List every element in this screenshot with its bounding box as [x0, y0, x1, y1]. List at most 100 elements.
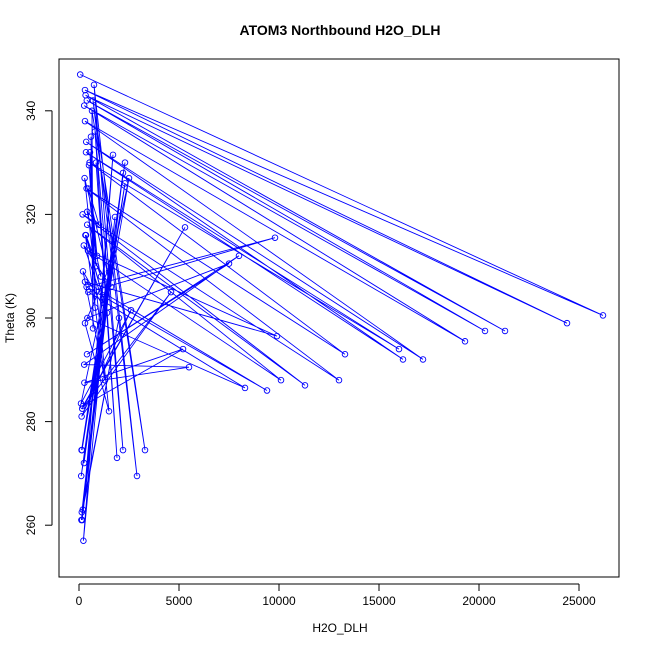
data-point	[101, 376, 109, 384]
chart-title: ATOM3 Northbound H2O_DLH	[240, 22, 441, 38]
x-tick-label: 5000	[166, 594, 193, 608]
data-point	[273, 332, 281, 340]
data-point	[179, 345, 187, 353]
data-point	[78, 446, 86, 454]
data-point	[99, 294, 107, 301]
data-point	[341, 351, 349, 358]
data-point	[76, 71, 84, 78]
y-tick-label: 280	[24, 411, 38, 431]
y-tick-label: 320	[24, 204, 38, 224]
data-point	[119, 169, 127, 177]
data-point	[84, 247, 92, 254]
data-point	[271, 234, 279, 241]
data-point	[82, 231, 90, 239]
data-point	[91, 128, 99, 135]
data-point	[121, 180, 129, 187]
data-point	[83, 221, 91, 229]
data-point	[82, 92, 89, 99]
data-point	[235, 252, 243, 260]
x-axis-label: H2O_DLH	[312, 621, 367, 635]
data-point	[225, 260, 233, 267]
data-point	[277, 376, 285, 384]
data-point	[181, 224, 189, 231]
data-point	[81, 174, 88, 182]
data-point	[241, 384, 249, 392]
data-point	[82, 138, 90, 146]
data-point	[85, 161, 93, 169]
data-point	[82, 148, 90, 156]
data-point	[121, 159, 129, 166]
data-point	[89, 97, 97, 104]
data-point	[86, 148, 94, 156]
data-point	[84, 314, 91, 322]
data-point	[395, 345, 403, 353]
data-point	[81, 117, 89, 125]
y-axis-label: Theta (K)	[3, 293, 17, 343]
data-point	[103, 309, 111, 317]
data-point	[563, 319, 571, 327]
data-point	[127, 306, 135, 314]
data-point	[86, 159, 93, 166]
data-point	[113, 454, 121, 462]
data-point	[115, 314, 123, 322]
data-point	[79, 268, 87, 275]
data-point	[481, 327, 489, 335]
y-axis: 260 280 300 320 340	[24, 100, 53, 535]
data-point	[107, 283, 115, 291]
data-point	[185, 363, 193, 371]
data-point	[107, 260, 115, 267]
data-point	[599, 312, 607, 319]
data-point	[80, 242, 88, 249]
y-tick-label: 340	[24, 100, 38, 120]
data-point	[78, 413, 85, 420]
data-point	[81, 319, 89, 327]
data-point	[83, 208, 91, 216]
data-point	[78, 509, 86, 516]
data-point	[125, 174, 133, 182]
data-point	[92, 262, 100, 270]
data-point	[419, 356, 427, 363]
data-point	[93, 252, 101, 260]
data-point	[97, 273, 105, 280]
data-point	[80, 537, 87, 544]
x-tick-label: 25000	[562, 594, 596, 608]
x-axis: 0 5000 10000 15000 20000 25000	[76, 583, 596, 608]
data-point	[80, 361, 88, 368]
data-point	[83, 351, 91, 358]
data-point	[89, 325, 97, 332]
data-point	[335, 376, 343, 384]
data-point	[109, 151, 117, 159]
data-point	[92, 159, 100, 166]
data-point	[95, 221, 103, 229]
data-point	[263, 387, 271, 394]
data-point	[77, 472, 85, 480]
series-layer	[76, 71, 607, 544]
data-point	[91, 304, 99, 311]
x-tick-label: 15000	[362, 594, 396, 608]
data-point	[301, 382, 309, 389]
data-point	[83, 97, 91, 104]
series-line	[80, 74, 604, 541]
data-point	[111, 213, 119, 221]
y-tick-label: 300	[24, 308, 38, 328]
data-point	[501, 327, 509, 335]
data-point	[84, 185, 92, 192]
data-point	[90, 81, 98, 89]
data-point	[80, 459, 88, 467]
data-point	[133, 472, 141, 480]
data-point	[119, 446, 127, 454]
data-point	[87, 133, 95, 140]
data-point	[78, 516, 86, 524]
data-point	[399, 356, 407, 363]
data-point	[81, 379, 88, 387]
x-tick-label: 0	[76, 594, 83, 608]
y-tick-label: 260	[24, 515, 38, 535]
plot-area	[58, 58, 620, 578]
data-point	[141, 446, 149, 454]
x-tick-label: 10000	[262, 594, 296, 608]
data-point	[77, 400, 85, 407]
data-point	[167, 288, 175, 296]
data-point	[80, 102, 88, 109]
data-point	[105, 407, 113, 415]
